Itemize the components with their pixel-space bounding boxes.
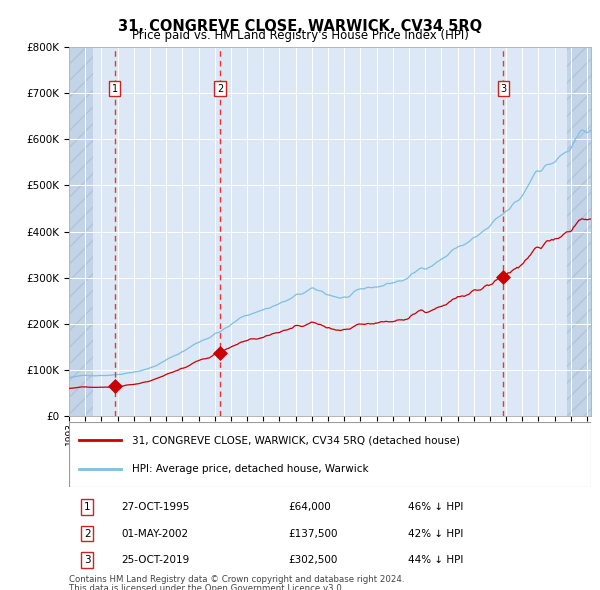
Text: 25-OCT-2019: 25-OCT-2019 <box>121 555 190 565</box>
Text: 1: 1 <box>112 84 118 94</box>
FancyBboxPatch shape <box>69 422 591 487</box>
Text: £137,500: £137,500 <box>288 529 338 539</box>
Text: HPI: Average price, detached house, Warwick: HPI: Average price, detached house, Warw… <box>131 464 368 474</box>
Text: Price paid vs. HM Land Registry's House Price Index (HPI): Price paid vs. HM Land Registry's House … <box>131 30 469 42</box>
Text: 42% ↓ HPI: 42% ↓ HPI <box>409 529 464 539</box>
Text: 31, CONGREVE CLOSE, WARWICK, CV34 5RQ: 31, CONGREVE CLOSE, WARWICK, CV34 5RQ <box>118 19 482 34</box>
Text: 3: 3 <box>84 555 91 565</box>
Bar <box>567 47 591 416</box>
Text: This data is licensed under the Open Government Licence v3.0.: This data is licensed under the Open Gov… <box>69 584 344 590</box>
Text: 2: 2 <box>217 84 223 94</box>
Text: 2: 2 <box>84 529 91 539</box>
Text: 31, CONGREVE CLOSE, WARWICK, CV34 5RQ (detached house): 31, CONGREVE CLOSE, WARWICK, CV34 5RQ (d… <box>131 435 460 445</box>
Text: £64,000: £64,000 <box>288 502 331 512</box>
Text: Contains HM Land Registry data © Crown copyright and database right 2024.: Contains HM Land Registry data © Crown c… <box>69 575 404 584</box>
Text: 44% ↓ HPI: 44% ↓ HPI <box>409 555 464 565</box>
Text: 27-OCT-1995: 27-OCT-1995 <box>121 502 190 512</box>
Text: 1: 1 <box>84 502 91 512</box>
Text: 3: 3 <box>500 84 506 94</box>
Text: 46% ↓ HPI: 46% ↓ HPI <box>409 502 464 512</box>
Text: 01-MAY-2002: 01-MAY-2002 <box>121 529 188 539</box>
Text: £302,500: £302,500 <box>288 555 338 565</box>
Bar <box>69 47 93 416</box>
